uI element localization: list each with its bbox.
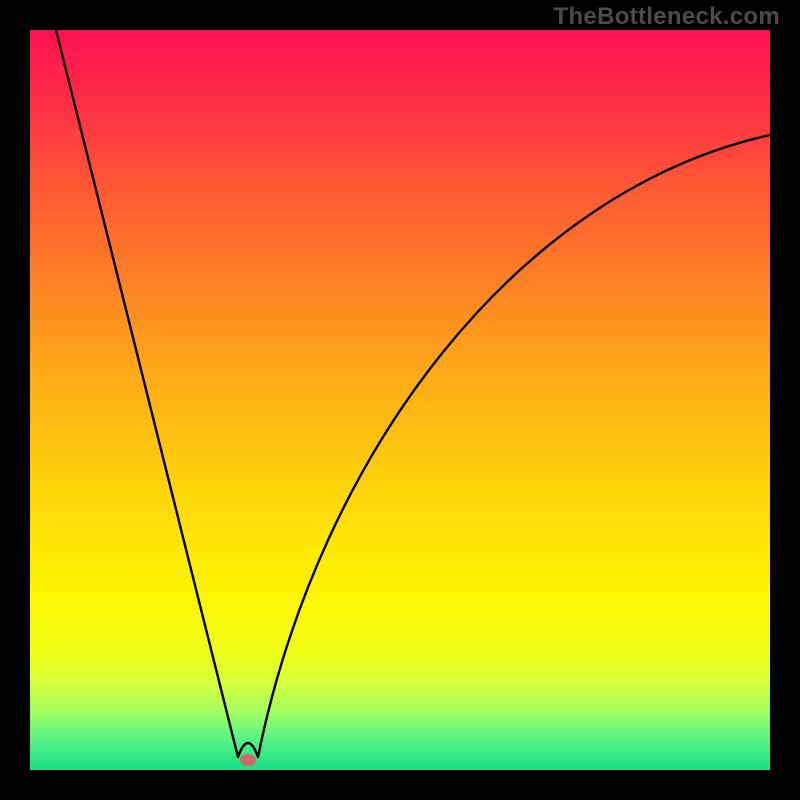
optimal-marker bbox=[240, 754, 256, 766]
watermark-text: TheBottleneck.com bbox=[554, 3, 780, 31]
plot-area bbox=[30, 30, 770, 770]
frame-bottom bbox=[0, 770, 800, 800]
gradient-svg bbox=[30, 30, 770, 770]
gradient-rect bbox=[30, 30, 770, 770]
frame-right bbox=[770, 0, 800, 800]
frame-left bbox=[0, 0, 30, 800]
